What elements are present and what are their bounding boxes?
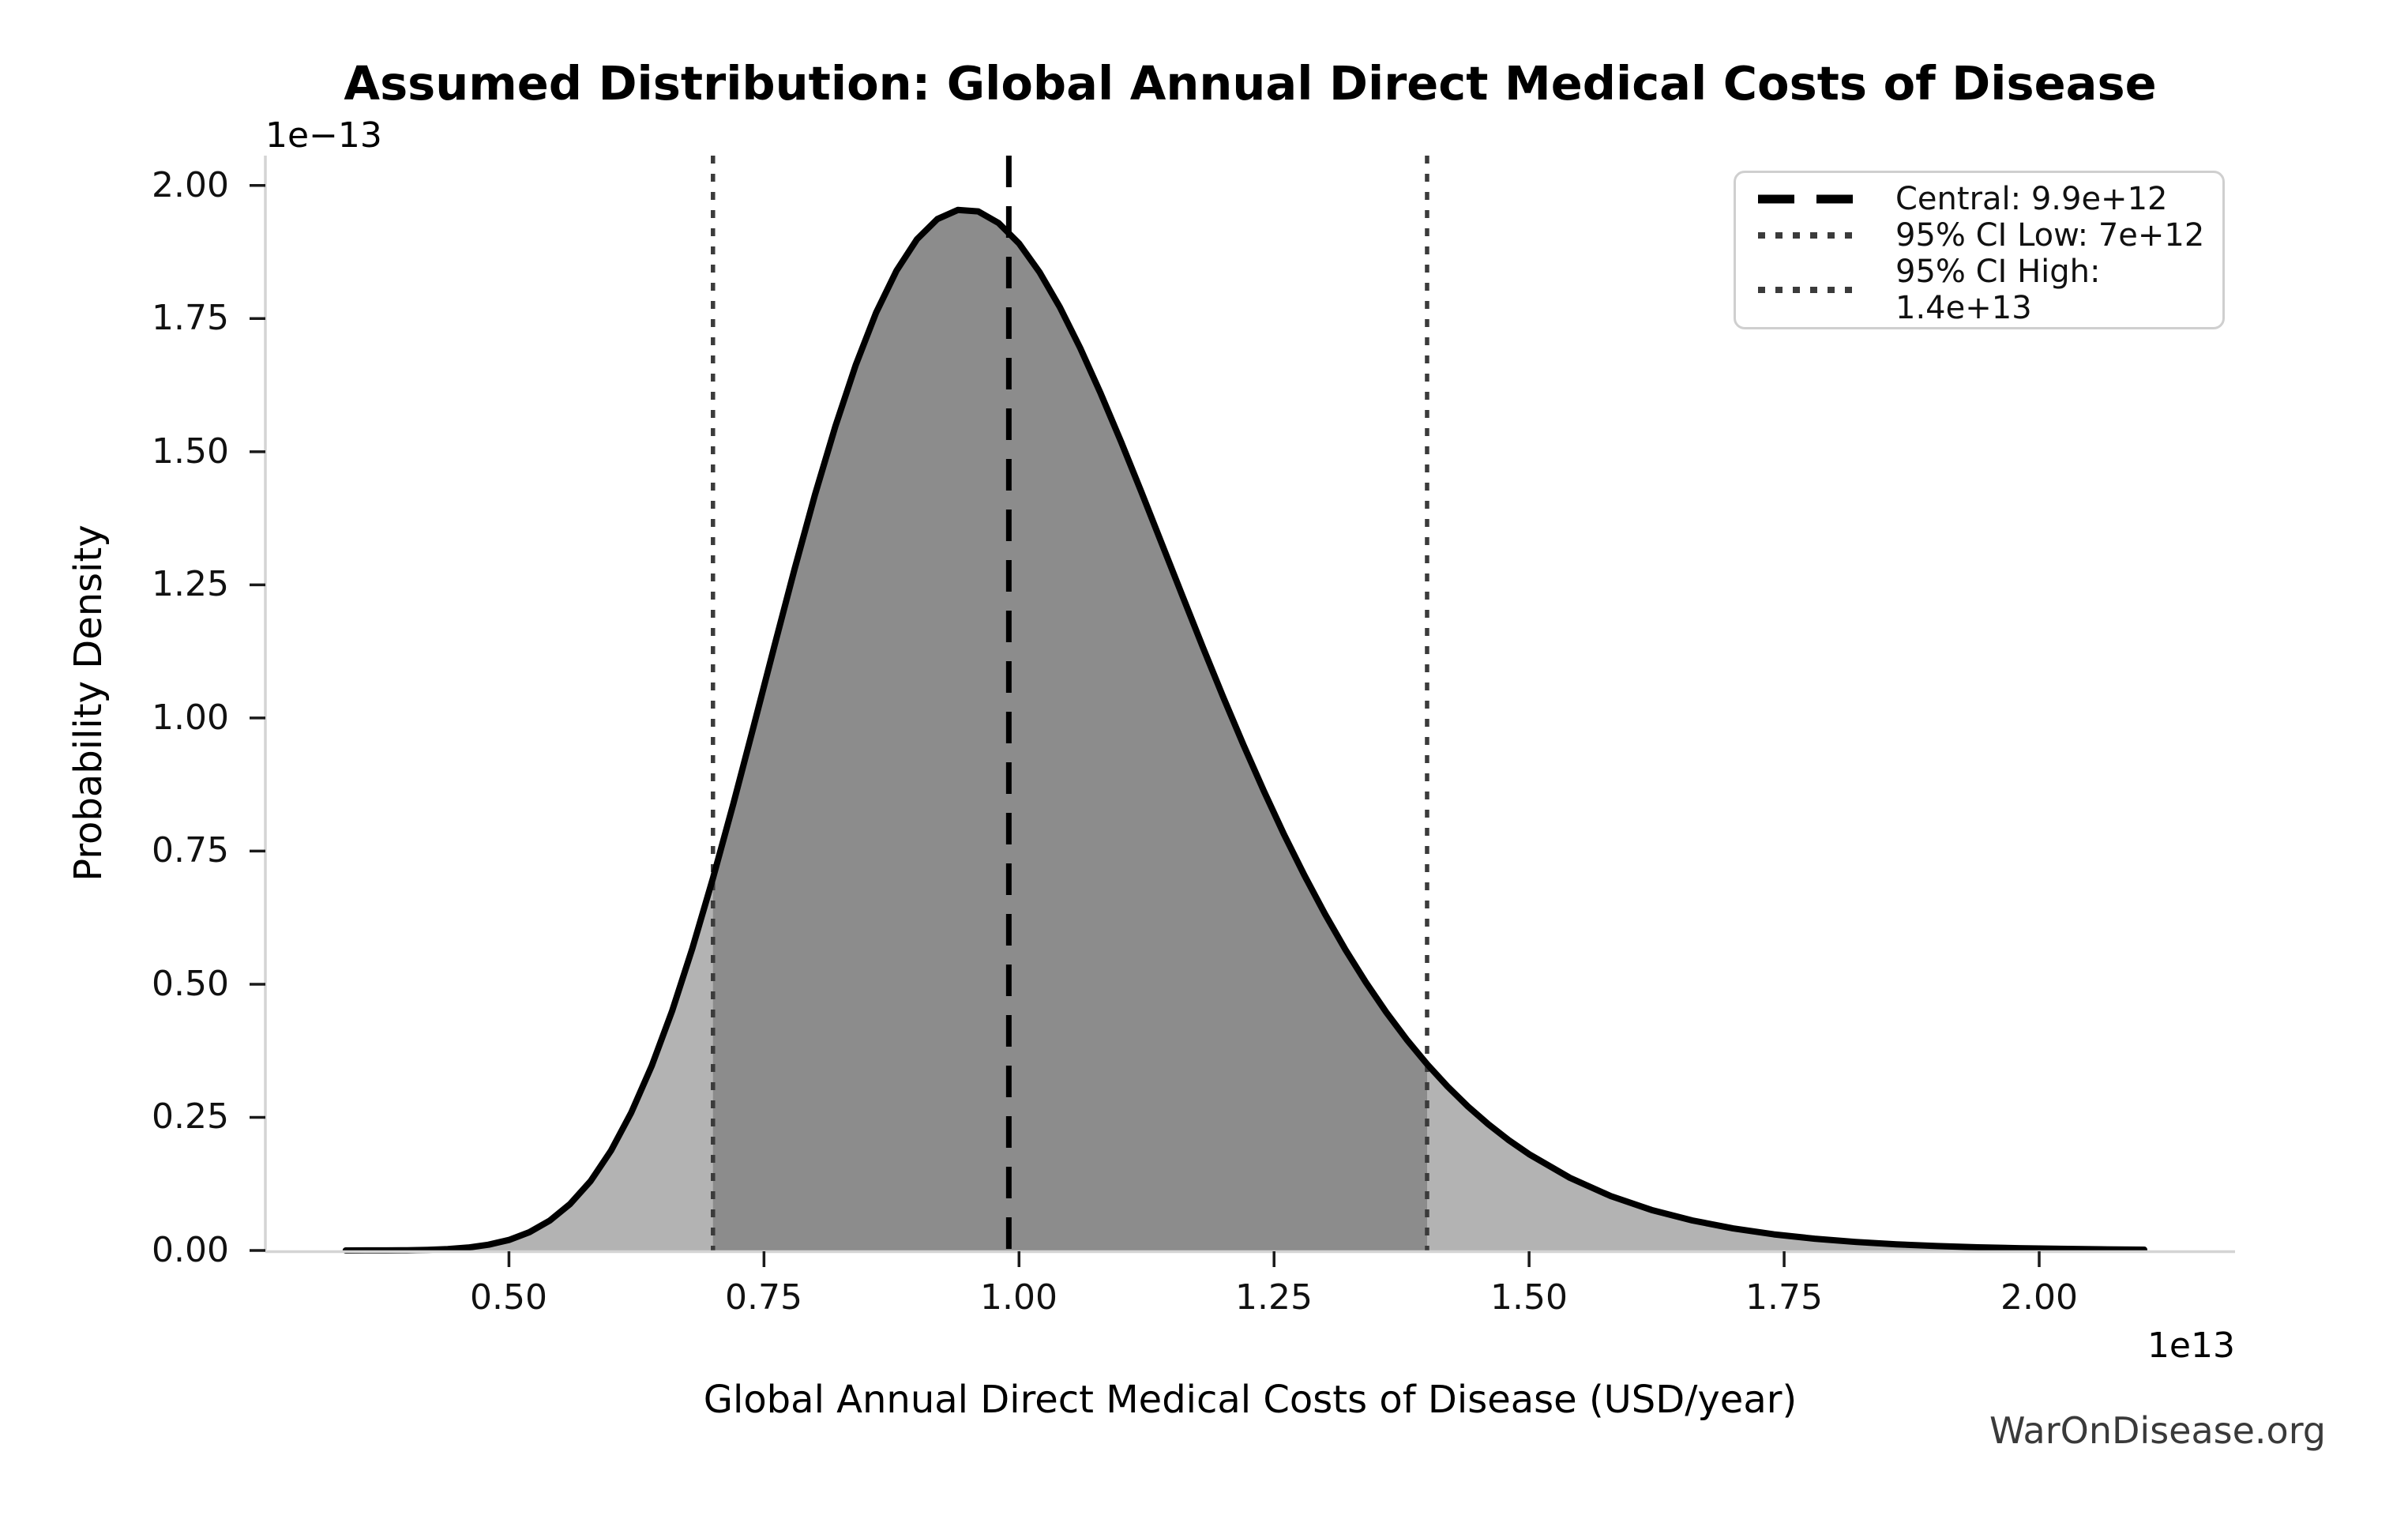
y-tick-label: 0.50 — [152, 964, 229, 1004]
legend-item-label: Central: 9.9e+12 — [1895, 181, 2168, 217]
y-tick-label: 0.00 — [152, 1230, 229, 1270]
legend-item: 95% CI High: 1.4e+13 — [1756, 254, 2222, 326]
legend-item-label: 95% CI Low: 7e+12 — [1895, 217, 2205, 254]
x-tick-label: 1.25 — [1235, 1277, 1313, 1318]
legend-item-label: 95% CI High: 1.4e+13 — [1895, 254, 2101, 326]
x-tick-label: 0.50 — [470, 1277, 547, 1318]
x-axis-offset-text: 1e13 — [2147, 1326, 2235, 1366]
y-tick-label: 2.00 — [152, 165, 229, 205]
dashed-line-icon — [1758, 194, 1854, 204]
legend: Central: 9.9e+12 95% CI Low: 7e+12 95% CI … — [1734, 171, 2225, 329]
y-tick-label: 0.25 — [152, 1096, 229, 1137]
dotted-line-icon — [1758, 232, 1852, 239]
y-tick-label: 1.00 — [152, 698, 229, 738]
x-tick-label: 0.75 — [725, 1277, 802, 1318]
density-fill-ci — [712, 209, 1427, 1250]
dotted-line-icon — [1758, 287, 1852, 293]
y-axis-offset-text: 1e−13 — [265, 115, 382, 156]
y-tick-label: 1.50 — [152, 431, 229, 472]
legend-item: Central: 9.9e+12 — [1756, 181, 2222, 217]
page-title: Assumed Distribution: Global Annual Dire… — [344, 56, 2157, 111]
legend-item: 95% CI Low: 7e+12 — [1756, 217, 2222, 254]
y-tick-label: 1.75 — [152, 298, 229, 338]
watermark: WarOnDisease.org — [1989, 1409, 2326, 1452]
y-tick-label: 1.25 — [152, 564, 229, 604]
y-tick-label: 0.75 — [152, 830, 229, 871]
x-tick-label: 2.00 — [2000, 1277, 2078, 1318]
density-curve — [342, 206, 2147, 1254]
x-tick-label: 1.00 — [980, 1277, 1057, 1318]
x-tick-label: 1.50 — [1490, 1277, 1568, 1318]
x-axis-label: Global Annual Direct Medical Costs of Di… — [703, 1378, 1798, 1422]
x-tick-label: 1.75 — [1745, 1277, 1823, 1318]
